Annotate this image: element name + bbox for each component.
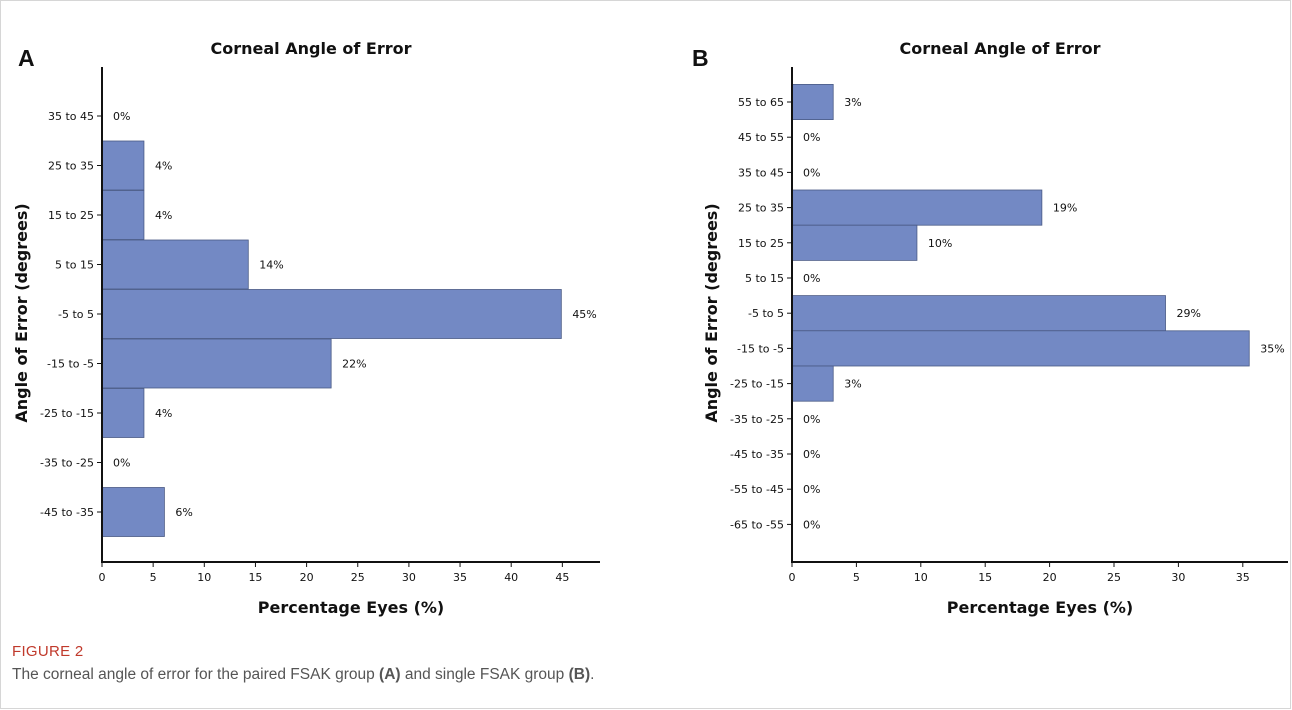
panel-b-y-axis-title: Angle of Error (degrees) (702, 203, 721, 422)
panel-a-xtick-label: 25 (351, 571, 365, 584)
panel-b-x-axis-title: Percentage Eyes (%) (947, 598, 1133, 617)
panel-a-bar (101, 289, 562, 339)
panel-a-category-label: 5 to 15 (55, 259, 94, 272)
panel-b-xtick-label: 0 (789, 571, 796, 584)
figure-caption: FIGURE 2 The corneal angle of error for … (12, 642, 1280, 686)
panel-a-data-label: 4% (155, 209, 172, 222)
caption-text-part: and single FSAK group (400, 666, 569, 683)
panel-b-data-label: 0% (803, 518, 820, 531)
panel-b-data-label: 3% (844, 96, 861, 109)
panel-a-data-label: 45% (572, 308, 596, 321)
panel-a-xtick-label: 40 (504, 571, 518, 584)
panel-b-data-label: 3% (844, 378, 861, 391)
panel-b-data-label: 0% (803, 272, 820, 285)
panel-b-data-label: 35% (1260, 342, 1284, 355)
panel-b-category-label: -5 to 5 (748, 307, 784, 320)
panel-b-xtick-label: 10 (914, 571, 928, 584)
panel-a-x-axis-title: Percentage Eyes (%) (258, 598, 444, 617)
panel-b-data-label: 10% (928, 237, 952, 250)
panel-b-category-label: -55 to -45 (730, 483, 784, 496)
panel-b-category-label: -25 to -15 (730, 378, 784, 391)
panel-a-category-label: 35 to 45 (48, 110, 94, 123)
panel-a-category-label: -35 to -25 (40, 457, 94, 470)
panel-b-data-label: 0% (803, 413, 820, 426)
panel-b-category-label: -15 to -5 (737, 342, 784, 355)
caption-ref-a: (A) (379, 666, 401, 683)
panel-a-category-label: -5 to 5 (58, 308, 94, 321)
panel-b-xtick-label: 35 (1236, 571, 1250, 584)
panel-b-data-label: 0% (803, 166, 820, 179)
panel-b-data-label: 19% (1053, 202, 1077, 215)
panel-b-data-label: 29% (1177, 307, 1201, 320)
panel-a-xtick-label: 45 (555, 571, 569, 584)
panel-b-category-label: 25 to 35 (738, 202, 784, 215)
panel-a-bar (101, 140, 145, 191)
panel-a-bar (101, 487, 165, 537)
panel-b-xtick-label: 15 (978, 571, 992, 584)
panel-b-bar (791, 330, 1250, 367)
panel-b-category-label: 35 to 45 (738, 166, 784, 179)
panel-a-xtick-label: 35 (453, 571, 467, 584)
panel-a-xtick-label: 20 (300, 571, 314, 584)
panel-b-bar (791, 365, 834, 402)
caption-text: The corneal angle of error for the paire… (12, 664, 1280, 686)
panel-a-category-label: -25 to -15 (40, 407, 94, 420)
panel-b-category-label: -35 to -25 (730, 413, 784, 426)
panel-a-data-label: 0% (113, 110, 130, 123)
panel-b-title: Corneal Angle of Error (900, 39, 1101, 58)
panel-b-label: B (692, 45, 709, 71)
panel-b-category-label: 55 to 65 (738, 96, 784, 109)
caption-label: FIGURE 2 (12, 643, 84, 660)
panel-a-category-label: -45 to -35 (40, 506, 94, 519)
panel-b-data-label: 0% (803, 448, 820, 461)
panel-a-bar (101, 190, 145, 240)
panel-a-xtick-label: 10 (197, 571, 211, 584)
panel-b-category-label: -45 to -35 (730, 448, 784, 461)
panel-b-category-label: 45 to 55 (738, 131, 784, 144)
panel-b-category-label: 15 to 25 (738, 237, 784, 250)
panel-a-data-label: 0% (113, 457, 130, 470)
panel-a-bar (101, 388, 145, 438)
panel-b-data-label: 0% (803, 483, 820, 496)
caption-text-part: The corneal angle of error for the paire… (12, 666, 380, 683)
panel-a-title: Corneal Angle of Error (211, 39, 412, 58)
panel-a-category-label: -15 to -5 (47, 358, 94, 371)
panel-a-bar (101, 239, 249, 290)
panel-b-bar (791, 84, 834, 121)
panel-b-xtick-label: 5 (853, 571, 860, 584)
panel-b-bar (791, 224, 918, 261)
panel-b-category-label: 5 to 15 (745, 272, 784, 285)
panel-b-category-label: -65 to -55 (730, 518, 784, 531)
figure-charts: A Corneal Angle of Error 35 to 45 0% 25 to 3… (12, 39, 1288, 617)
panel-a-xtick-label: 0 (99, 571, 106, 584)
panel-a-xtick-label: 15 (248, 571, 262, 584)
panel-a-xtick-label: 5 (150, 571, 157, 584)
panel-b-bar (791, 189, 1043, 226)
panel-b-bar (791, 295, 1166, 332)
panel-a-xtick-label: 30 (402, 571, 416, 584)
panel-b-xtick-label: 20 (1043, 571, 1057, 584)
panel-a-y-axis-title: Angle of Error (degrees) (12, 203, 31, 422)
panel-a-data-label: 22% (342, 358, 366, 371)
caption-ref-b: (B) (568, 666, 591, 683)
panel-a-data-label: 4% (155, 407, 172, 420)
panel-a-bar (101, 338, 332, 389)
panel-a-category-label: 25 to 35 (48, 160, 94, 173)
panel-a-data-label: 6% (175, 506, 192, 519)
panel-a-data-label: 14% (259, 259, 283, 272)
panel-a-data-label: 4% (155, 160, 172, 173)
panel-a-label: A (18, 45, 35, 71)
panel-b-data-label: 0% (803, 131, 820, 144)
caption-text-part: . (590, 666, 595, 683)
panel-b-xtick-label: 30 (1171, 571, 1185, 584)
panel-b-xtick-label: 25 (1107, 571, 1121, 584)
panel-a-category-label: 15 to 25 (48, 209, 94, 222)
